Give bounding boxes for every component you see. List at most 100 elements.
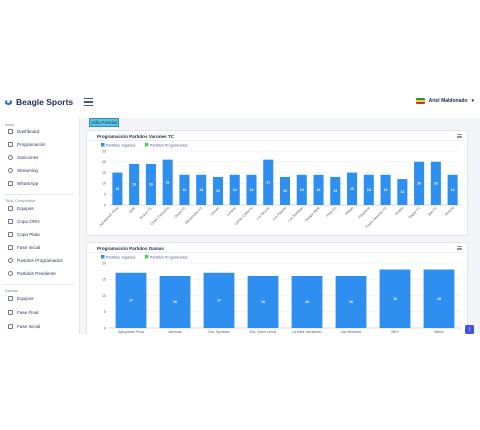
- y-tick-label: 20: [102, 261, 106, 265]
- legend-swatch: [101, 255, 105, 259]
- bar[interactable]: [447, 174, 458, 205]
- data-label: 14: [451, 188, 455, 192]
- data-label: 14: [183, 188, 187, 192]
- bar[interactable]: [246, 174, 257, 205]
- x-tick-label: Las Medusas: [341, 330, 361, 334]
- team-icon: [8, 206, 13, 211]
- bar[interactable]: [279, 176, 291, 205]
- x-tick-label: La Mina Hernández: [292, 330, 322, 334]
- x-tick-label: Victoria: [444, 206, 455, 217]
- x-tick-label: MKS: [391, 330, 399, 334]
- sidebar-item-damas-fase-inicial[interactable]: Fase Inicial: [8, 324, 40, 329]
- sidebar-item-partidos-pendiente[interactable]: Partidos Pendiente: [8, 271, 56, 276]
- menu-lines-icon[interactable]: [457, 134, 462, 138]
- bar[interactable]: [379, 269, 411, 329]
- clock-icon: [8, 155, 13, 160]
- legend-label[interactable]: Partidos Jugados: [106, 143, 135, 147]
- bar[interactable]: [313, 174, 324, 205]
- bar[interactable]: [347, 172, 358, 205]
- menu-lines-icon[interactable]: [457, 246, 462, 250]
- bar[interactable]: [296, 174, 307, 205]
- chart-varones: Partidos Jugados Partidos Programados 0 5 10…: [98, 143, 461, 229]
- bar[interactable]: [414, 161, 425, 205]
- tab-grilla-partidos[interactable]: Grilla Partidos: [89, 118, 119, 127]
- sidebar-item-fase-inicial[interactable]: Fase Inicial: [8, 245, 40, 250]
- trophy-icon: [8, 232, 13, 237]
- bar[interactable]: [430, 161, 441, 205]
- bar[interactable]: [196, 174, 207, 205]
- y-tick-label: 15: [102, 278, 106, 282]
- x-tick-label: Bolic: [128, 206, 136, 214]
- gear-icon: [8, 271, 13, 276]
- bar[interactable]: [423, 269, 455, 329]
- sidebar-item-streaming[interactable]: Streaming: [8, 168, 38, 173]
- chart-legend: Partidos Jugados Partidos Programados: [101, 143, 188, 147]
- bar[interactable]: [159, 276, 191, 328]
- y-tick-label: 0: [104, 203, 106, 207]
- sidebar-item-equipos[interactable]: Equipos: [8, 206, 34, 211]
- sidebar-item-damas-equipos[interactable]: Equipos: [8, 296, 34, 301]
- sidebar-item-programacion[interactable]: Programación: [8, 142, 46, 147]
- bar[interactable]: [363, 174, 374, 205]
- x-tick-label: Electricidad FC: [184, 205, 203, 224]
- scroll-top-icon[interactable]: ↑: [465, 325, 474, 334]
- data-label: 20: [417, 182, 421, 186]
- bar[interactable]: [145, 163, 156, 205]
- y-tick-label: 15: [102, 171, 106, 175]
- bar[interactable]: [179, 174, 190, 205]
- sidebar-item-damas-fase-final[interactable]: Fase Final: [8, 310, 38, 315]
- chart-card-damas: Programación Partidos Damas Partidos Jug…: [86, 242, 468, 334]
- bar[interactable]: [330, 176, 341, 205]
- bar[interactable]: [397, 179, 408, 205]
- data-label: 17: [217, 299, 221, 303]
- bar[interactable]: [162, 159, 173, 205]
- sidebar-item-whatsapp[interactable]: WhatsApp: [8, 181, 38, 186]
- data-label: 13: [216, 189, 220, 193]
- x-tick-label: Ses FC: [427, 205, 438, 216]
- x-tick-label: Leones: [209, 206, 220, 217]
- legend-label[interactable]: Partidos Programados: [150, 255, 188, 259]
- sidebar-item-partidos-programados[interactable]: Partidos Programados: [8, 258, 63, 263]
- legend-label[interactable]: Partidos Programados: [150, 143, 188, 147]
- bar[interactable]: [129, 163, 140, 205]
- y-tick-label: 0: [104, 326, 106, 330]
- data-label: 18: [437, 297, 441, 301]
- x-tick-label: Pilas FC: [326, 205, 338, 217]
- sidebar-section-todo-competidor: Todo Competidor: [5, 198, 36, 203]
- x-tick-label: Los Santiago: [287, 206, 304, 223]
- legend-label[interactable]: Partidos Jugados: [106, 255, 135, 259]
- data-label: 14: [250, 188, 254, 192]
- brand-title: Beagle Sports: [16, 97, 74, 107]
- sidebar-item-copa-oro[interactable]: Copa ORO: [8, 219, 40, 224]
- bar[interactable]: [247, 276, 279, 328]
- sidebar: Inicio Dashboard Programación Sanciones …: [0, 118, 80, 334]
- x-tick-label: Agrupación Pinar: [118, 330, 145, 334]
- app-window: Beagle Sports Ariel Maldonado ▾ Inicio D…: [0, 88, 480, 334]
- data-label: 14: [367, 188, 371, 192]
- data-label: 18: [393, 297, 397, 301]
- bar[interactable]: [203, 272, 235, 328]
- legend-swatch: [144, 255, 149, 259]
- y-tick-label: 25: [102, 149, 106, 153]
- chart-damas: Partidos Jugados Partidos Programados 0 5 10…: [101, 255, 461, 334]
- x-tick-label: Lomitos: [226, 206, 237, 217]
- bar[interactable]: [212, 176, 223, 205]
- bar[interactable]: [291, 276, 323, 328]
- bar[interactable]: [335, 276, 367, 328]
- bar[interactable]: [115, 272, 147, 328]
- brand[interactable]: Beagle Sports: [5, 97, 73, 107]
- data-label: 21: [166, 181, 170, 185]
- bar[interactable]: [229, 174, 240, 205]
- bar[interactable]: [112, 172, 123, 205]
- data-label: 14: [317, 188, 321, 192]
- sidebar-item-sanciones[interactable]: Sanciones: [8, 155, 38, 160]
- bar[interactable]: [380, 174, 391, 205]
- user-menu[interactable]: Ariel Maldonado ▾: [415, 98, 474, 104]
- bar[interactable]: [263, 159, 274, 205]
- data-label: 14: [384, 188, 388, 192]
- hamburger-icon[interactable]: [84, 98, 93, 106]
- sidebar-item-dashboard[interactable]: Dashboard: [8, 129, 39, 134]
- x-tick-label: Reales: [394, 206, 405, 217]
- sidebar-item-copa-plata[interactable]: Copa Plata: [8, 232, 40, 237]
- data-label: 15: [115, 187, 119, 191]
